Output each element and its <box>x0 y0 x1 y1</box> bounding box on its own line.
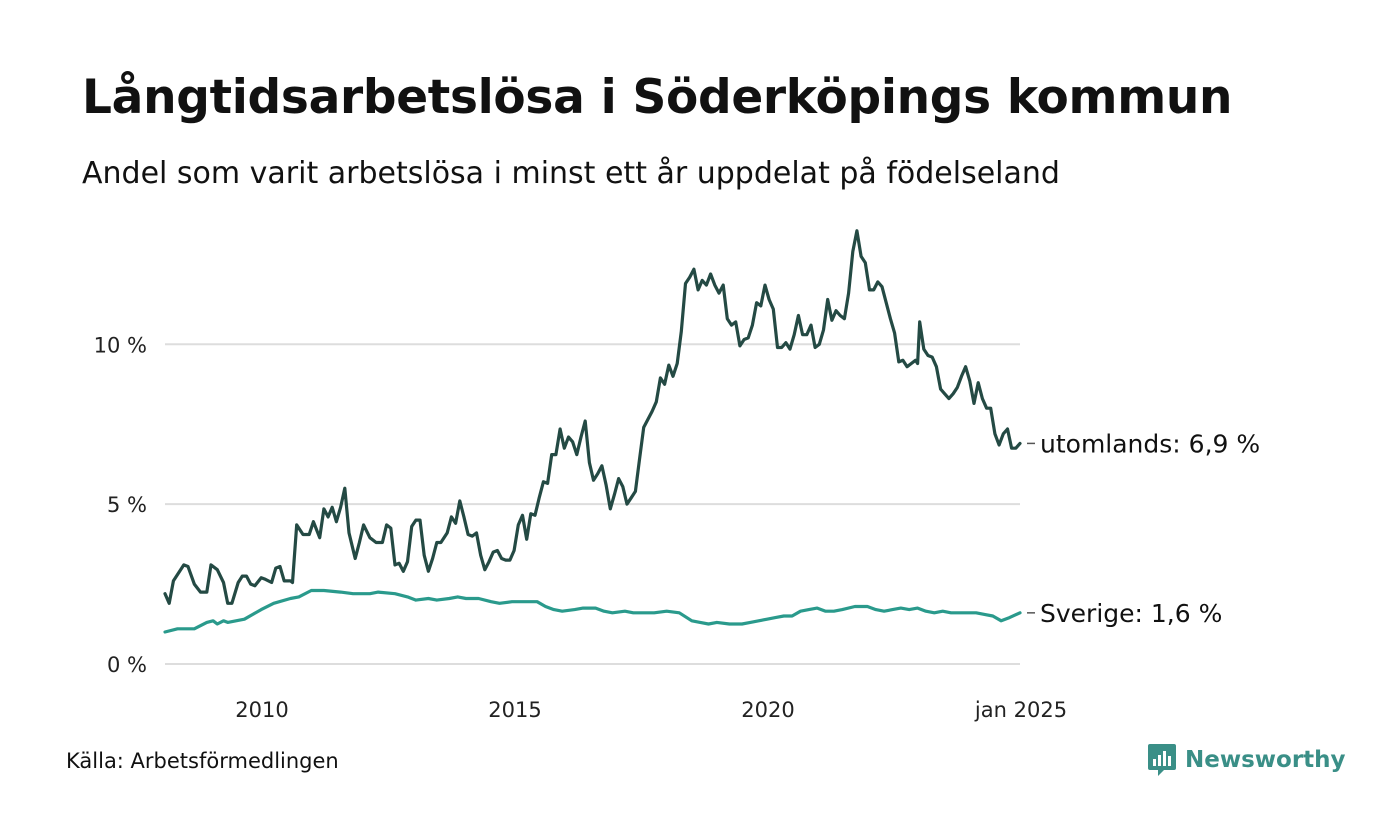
end-label-utomlands: utomlands: 6,9 % <box>1040 429 1260 458</box>
series-line-sverige <box>163 588 1022 634</box>
y-axis-ticks: 0 % 5 % 10 % <box>94 333 147 677</box>
grid-lines <box>165 343 1020 665</box>
x-tick-label: 2020 <box>741 698 794 722</box>
chart-title: Långtidsarbetslösa i Söderköpings kommun <box>82 70 1233 125</box>
brand-logo: Newsworthy <box>1147 743 1346 777</box>
x-tick-label: 2010 <box>235 698 288 722</box>
y-tick-label: 0 % <box>107 653 147 677</box>
end-label-sverige: Sverige: 1,6 % <box>1040 599 1222 628</box>
x-tick-label: jan 2025 <box>974 698 1067 722</box>
series-line-utomlands <box>163 229 1022 605</box>
chart-subtitle: Andel som varit arbetslösa i minst ett å… <box>82 156 1060 191</box>
source-note: Källa: Arbetsförmedlingen <box>66 749 339 773</box>
x-tick-label: 2015 <box>488 698 541 722</box>
y-tick-label: 10 % <box>94 333 147 357</box>
newsworthy-logo-icon <box>1148 744 1176 776</box>
brand-name: Newsworthy <box>1185 747 1346 773</box>
y-tick-label: 5 % <box>107 493 147 517</box>
x-axis-ticks: 2010 2015 2020 jan 2025 <box>235 698 1067 722</box>
series-lines <box>163 229 1022 634</box>
end-labels: utomlands: 6,9 % Sverige: 1,6 % <box>1027 429 1260 628</box>
